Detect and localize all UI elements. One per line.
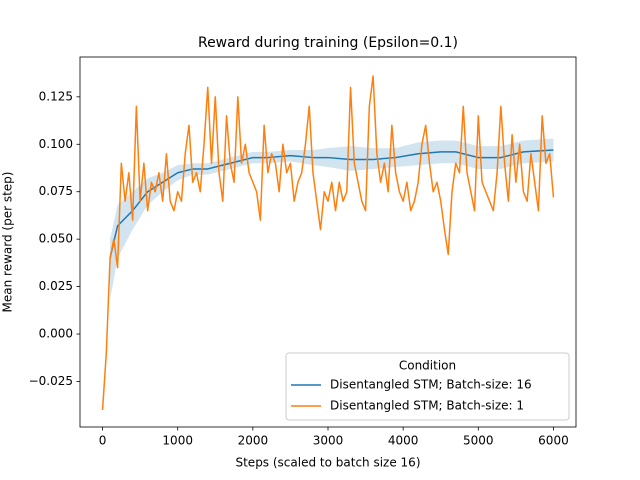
y-tick-label: −0.025 <box>29 374 73 388</box>
x-axis-label: Steps (scaled to batch size 16) <box>235 456 420 470</box>
line <box>109 149 554 259</box>
y-tick-label: 0.050 <box>39 232 73 246</box>
y-tick-label: 0.000 <box>39 327 73 341</box>
legend-label: Disentangled STM; Batch-size: 1 <box>330 399 524 413</box>
y-tick-label: 0.100 <box>39 137 73 151</box>
legend-label: Disentangled STM; Batch-size: 16 <box>330 378 532 392</box>
x-tick-label: 2000 <box>238 434 269 448</box>
y-tick-label: 0.075 <box>39 184 73 198</box>
y-axis-label: Mean reward (per step) <box>1 172 15 313</box>
x-tick-label: 3000 <box>313 434 344 448</box>
x-tick-label: 4000 <box>388 434 419 448</box>
x-tick-label: 0 <box>99 434 107 448</box>
chart-title: Reward during training (Epsilon=0.1) <box>198 35 458 51</box>
x-tick-label: 5000 <box>463 434 494 448</box>
legend-title: Condition <box>399 359 456 373</box>
y-tick-label: 0.125 <box>39 89 73 103</box>
y-tick-label: 0.025 <box>39 279 73 293</box>
x-tick-label: 1000 <box>162 434 193 448</box>
line <box>101 75 555 410</box>
x-tick-label: 6000 <box>538 434 569 448</box>
legend-box <box>285 352 570 421</box>
plot-frame <box>79 56 577 428</box>
